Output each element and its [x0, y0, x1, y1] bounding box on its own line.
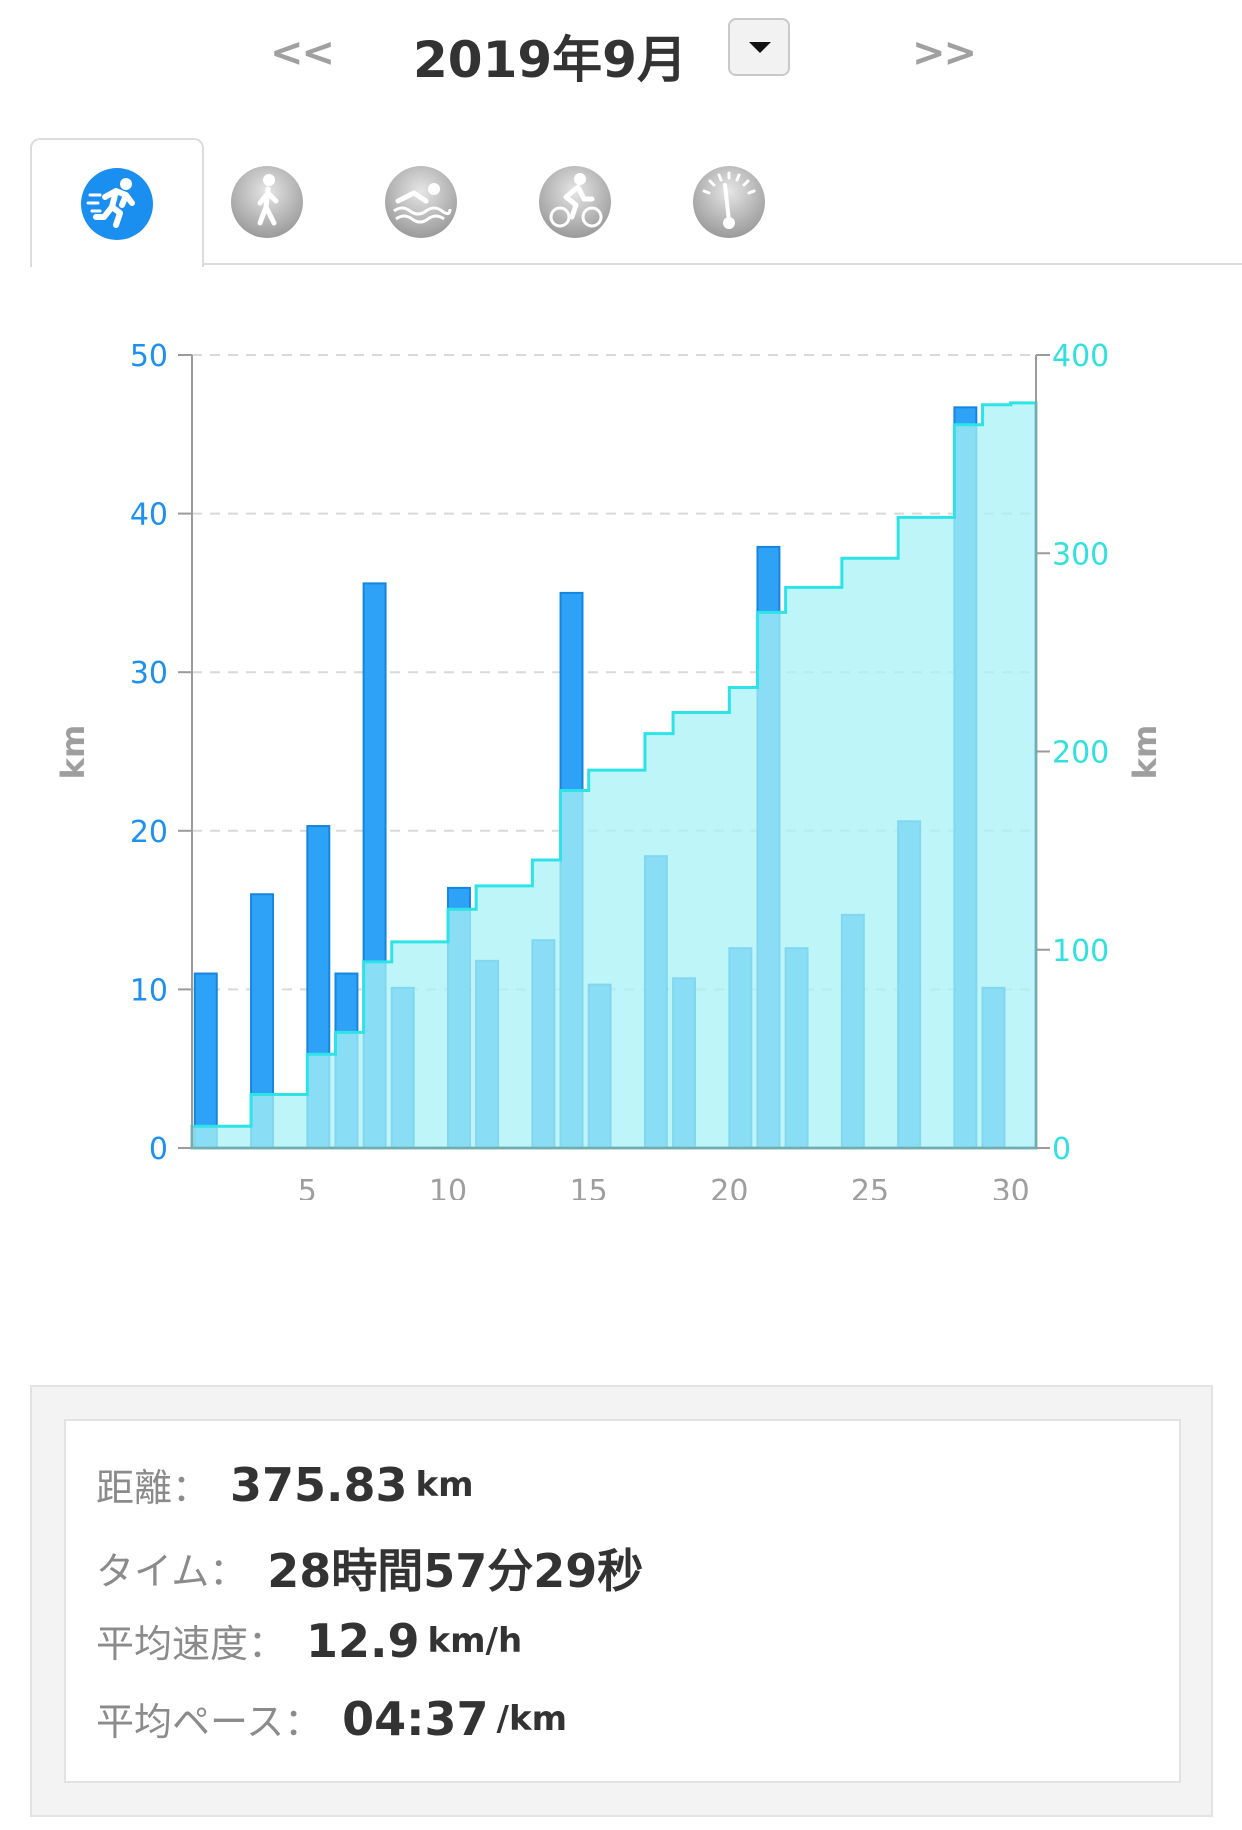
- avg-speed-row: 平均速度： 12.9 km/h: [96, 1613, 522, 1673]
- tab-running[interactable]: [30, 138, 204, 267]
- previous-month-button[interactable]: <<: [270, 30, 335, 76]
- time-label: タイム：: [96, 1549, 248, 1594]
- x-axis-tick-label: 15: [570, 1174, 608, 1200]
- left-axis-tick-label: 10: [130, 973, 168, 1008]
- left-axis-title: km: [54, 725, 92, 780]
- x-axis-tick-label: 25: [851, 1174, 889, 1200]
- avg-speed-label: 平均速度：: [96, 1622, 287, 1666]
- right-axis-tick-label: 100: [1052, 934, 1109, 969]
- gauge-icon: [693, 165, 765, 238]
- summary-panel: 距離： 375.83 km タイム： 28時間57分29秒 平均速度： 12.9 km/h…: [30, 1385, 1213, 1817]
- x-axis-tick-label: 20: [710, 1174, 748, 1200]
- tab-other[interactable]: [642, 138, 816, 265]
- swimming-icon: [385, 165, 457, 238]
- distance-chart: 01020304050010020030040051015202530kmkm距…: [0, 300, 1242, 1327]
- right-axis-tick-label: 400: [1052, 339, 1109, 374]
- right-axis-tick-label: 0: [1052, 1132, 1071, 1167]
- caret-down-icon: [749, 42, 771, 53]
- right-axis-title: km: [1126, 725, 1164, 780]
- cumulative-distance-area: [190, 401, 1038, 1150]
- distance-label: 距離：: [96, 1466, 211, 1510]
- distance-value: 375.83: [230, 1457, 408, 1512]
- avg-speed-value: 12.9: [306, 1613, 420, 1668]
- left-axis-tick-label: 30: [130, 656, 168, 691]
- x-axis-tick-label: 30: [992, 1174, 1030, 1200]
- left-axis-tick-label: 20: [130, 815, 168, 850]
- next-month-button[interactable]: >>: [912, 30, 977, 76]
- left-axis-tick-label: 0: [149, 1132, 168, 1167]
- distance-row: 距離： 375.83 km: [96, 1457, 474, 1517]
- distance-bar: [193, 972, 218, 1149]
- left-axis-tick-label: 50: [130, 339, 168, 374]
- summary-card: 距離： 375.83 km タイム： 28時間57分29秒 平均速度： 12.9 km/h…: [64, 1419, 1181, 1783]
- right-axis-tick-label: 300: [1052, 537, 1109, 572]
- time-row: タイム： 28時間57分29秒: [96, 1535, 644, 1598]
- avg-pace-row: 平均ペース： 04:37/km: [96, 1691, 567, 1751]
- time-value: 28時間57分29秒: [267, 1544, 644, 1598]
- avg-pace-unit: /km: [496, 1698, 568, 1739]
- avg-pace-label: 平均ペース：: [96, 1700, 323, 1744]
- tab-cycling[interactable]: [488, 138, 662, 265]
- x-axis-tick-label: 5: [298, 1174, 317, 1200]
- left-axis-tick-label: 40: [130, 498, 168, 533]
- activity-tabs: [30, 138, 1242, 267]
- running-icon: [81, 167, 153, 240]
- avg-speed-unit: km/h: [427, 1620, 523, 1661]
- month-dropdown-button[interactable]: [728, 18, 790, 76]
- month-title: 2019年9月: [413, 31, 687, 89]
- avg-pace-value: 04:37: [342, 1691, 489, 1746]
- distance-chart-svg: 01020304050010020030040051015202530kmkm距…: [54, 339, 1164, 1327]
- month-navigator: << 2019年9月 >>: [0, 0, 1242, 110]
- tab-walking[interactable]: [180, 138, 354, 265]
- right-axis-tick-label: 200: [1052, 736, 1109, 771]
- x-axis-tick-label: 10: [429, 1174, 467, 1200]
- cycling-icon: [539, 165, 611, 238]
- walking-icon: [231, 165, 303, 238]
- distance-unit: km: [415, 1464, 474, 1505]
- tab-swimming[interactable]: [334, 138, 508, 265]
